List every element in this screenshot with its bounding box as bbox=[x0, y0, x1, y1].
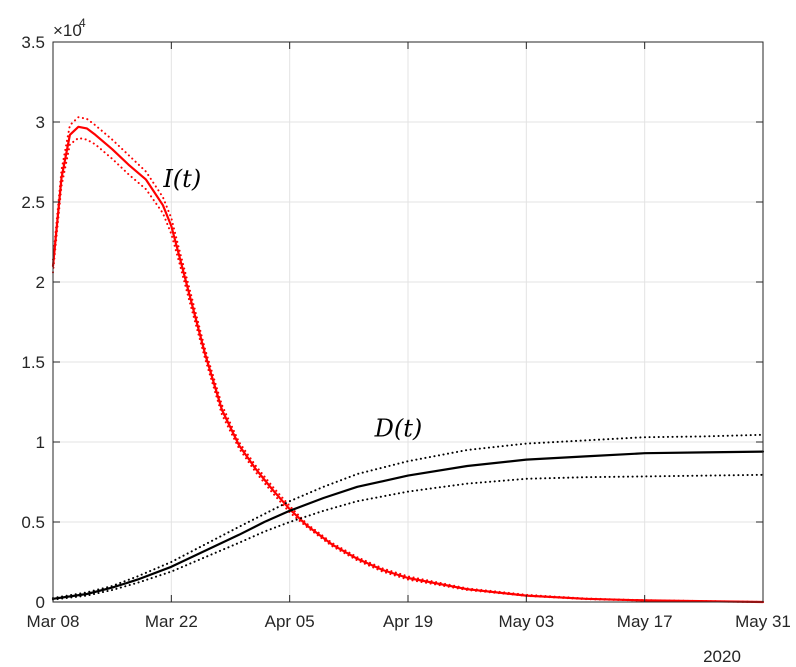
x-tick-label: May 31 bbox=[735, 612, 791, 631]
y-tick-label: 0 bbox=[36, 593, 45, 612]
x-tick-label: Mar 08 bbox=[27, 612, 80, 631]
x-tick-label: May 17 bbox=[617, 612, 673, 631]
y-tick-label: 3.5 bbox=[21, 33, 45, 52]
y-tick-label: 2 bbox=[36, 273, 45, 292]
annotations: I(t) D(t) bbox=[162, 165, 422, 443]
y-tick-label: 1.5 bbox=[21, 353, 45, 372]
x-year-label: 2020 bbox=[703, 647, 741, 666]
annotation-label-1: D(t) bbox=[374, 415, 423, 443]
annotation-label-0: I(t) bbox=[162, 165, 201, 193]
series-line-2 bbox=[52, 137, 764, 603]
series-line-1 bbox=[52, 116, 764, 603]
x-tick-label: May 03 bbox=[498, 612, 554, 631]
y-tick-label: 0.5 bbox=[21, 513, 45, 532]
y-exponent-power: 4 bbox=[79, 16, 86, 30]
y-tick-label: 2.5 bbox=[21, 193, 45, 212]
x-tick-label: Mar 22 bbox=[145, 612, 198, 631]
x-tick-label: Apr 05 bbox=[265, 612, 315, 631]
x-tick-label: Apr 19 bbox=[383, 612, 433, 631]
series-line-4 bbox=[52, 433, 764, 599]
series-line-0 bbox=[51, 125, 765, 604]
y-tick-label: 1 bbox=[36, 433, 45, 452]
series-line-3 bbox=[51, 450, 765, 600]
y-exponent-label: ×10 4 bbox=[53, 16, 86, 40]
y-exponent-base: ×10 bbox=[53, 21, 82, 40]
series-group bbox=[51, 116, 765, 604]
series-line-5 bbox=[52, 473, 764, 601]
ticks: Mar 08 Mar 22 Apr 05 Apr 19 May 03 May 17 May … bbox=[21, 33, 791, 631]
y-tick-label: 3 bbox=[36, 113, 45, 132]
